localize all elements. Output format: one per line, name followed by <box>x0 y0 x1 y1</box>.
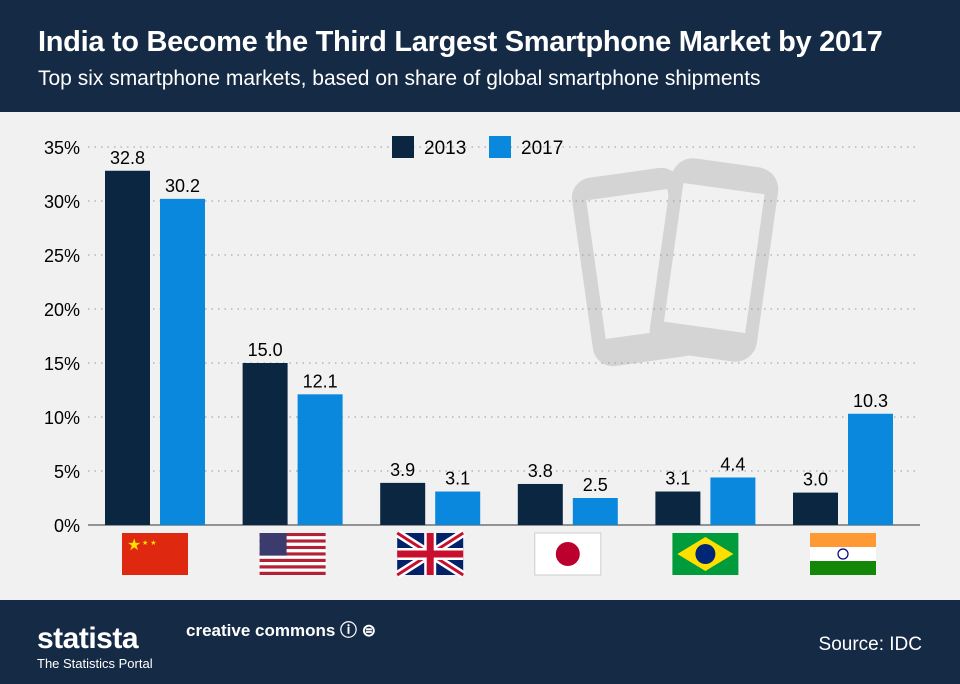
by-icon: ⓘ ⊜ <box>340 621 376 640</box>
bar-2013-china <box>105 170 150 525</box>
svg-text:★ ★: ★ ★ <box>142 539 157 547</box>
data-label: 32.8 <box>110 148 145 168</box>
svg-text:★: ★ <box>127 537 141 554</box>
bar-2013-uk <box>380 482 426 525</box>
statista-logo[interactable]: statista <box>37 622 139 655</box>
chart-title: India to Become the Third Largest Smartp… <box>38 26 883 58</box>
bar-2017-india <box>848 413 893 525</box>
data-label: 10.3 <box>853 391 888 411</box>
y-tick-label: 30% <box>44 192 80 212</box>
bar-2013-brazil <box>655 491 701 525</box>
y-tick-label: 5% <box>54 462 80 482</box>
data-label: 12.1 <box>303 371 338 391</box>
data-label: 2.5 <box>583 475 608 495</box>
y-tick-label: 20% <box>44 300 80 320</box>
data-label: 3.8 <box>528 461 553 481</box>
y-tick-label: 0% <box>54 516 80 536</box>
creative-commons-icon[interactable]: creative commons ⓘ ⊜ <box>186 621 376 640</box>
bar-chart: 0% 5% 10% 15% 20% 25% 30% 35% 32.8 30.2 15.0 12.1 3.… <box>44 136 920 579</box>
india-flag-icon <box>810 533 876 575</box>
tagline: The Statistics Portal <box>37 656 153 671</box>
y-tick-label: 35% <box>44 138 80 158</box>
uk-flag-icon <box>395 529 466 579</box>
legend-label-2017: 2017 <box>521 138 563 159</box>
phones-illustration <box>571 158 779 367</box>
japan-flag-icon <box>534 532 602 576</box>
legend-swatch-2013 <box>392 136 414 158</box>
data-label: 4.4 <box>720 454 745 474</box>
data-label: 3.9 <box>390 460 415 480</box>
bar-2017-usa <box>297 394 343 525</box>
bar-2013-usa <box>242 363 288 525</box>
data-label: 15.0 <box>248 340 283 360</box>
source: Source: IDC <box>818 634 922 655</box>
legend-label-2013: 2013 <box>424 138 466 159</box>
license-label: creative commons <box>186 621 336 640</box>
y-tick-label: 25% <box>44 246 80 266</box>
footer: statista The Statistics Portal creative … <box>0 600 960 684</box>
data-label: 3.1 <box>445 469 470 489</box>
legend-swatch-2017 <box>489 136 511 158</box>
legend: 2013 2017 <box>392 136 563 159</box>
usa-flag-icon <box>259 533 326 575</box>
y-tick-label: 10% <box>44 408 80 428</box>
bar-2013-japan <box>517 483 563 525</box>
bar-2017-uk <box>435 491 481 525</box>
bar-2017-japan <box>572 498 618 525</box>
china-flag-icon: ★ ★ ★ <box>122 533 188 575</box>
chart-subtitle: Top six smartphone markets, based on sha… <box>38 67 761 90</box>
brazil-flag-icon <box>672 533 739 575</box>
bar-2017-brazil <box>710 477 756 525</box>
header: India to Become the Third Largest Smartp… <box>0 0 960 112</box>
data-label: 30.2 <box>165 176 200 196</box>
data-label: 3.0 <box>803 470 828 490</box>
y-tick-label: 15% <box>44 354 80 374</box>
bar-2013-india <box>793 492 838 525</box>
data-label: 3.1 <box>665 469 690 489</box>
bar-2017-china <box>160 198 205 525</box>
